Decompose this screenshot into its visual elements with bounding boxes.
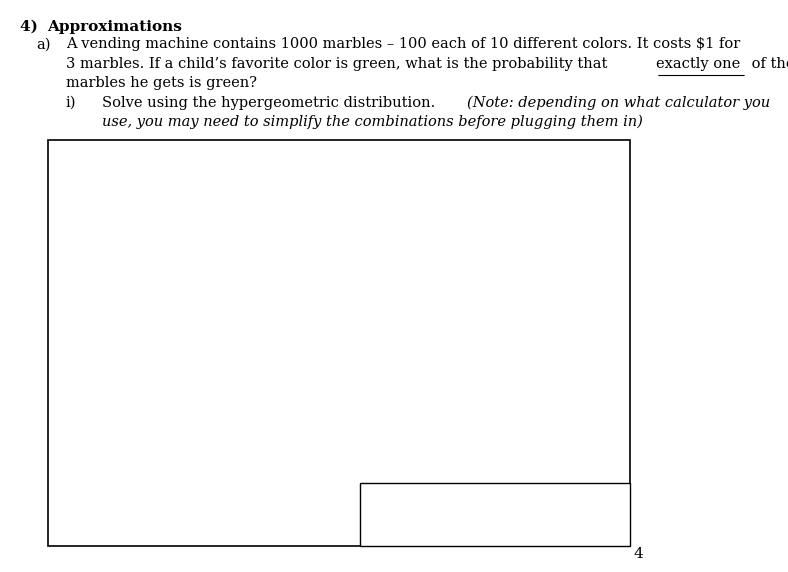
Bar (47, 140, 630, 546)
Text: (Note: depending on what calculator you: (Note: depending on what calculator you (467, 96, 771, 110)
Text: marbles he gets is green?: marbles he gets is green? (66, 76, 257, 90)
Text: A vending machine contains 1000 marbles – 100 each of 10 different colors. It co: A vending machine contains 1000 marbles … (66, 37, 740, 51)
Bar (359, 483, 630, 546)
Text: Solve using the hypergeometric distribution.: Solve using the hypergeometric distribut… (102, 96, 440, 109)
Text: i): i) (66, 96, 76, 109)
Text: use, you may need to simplify the combinations before plugging them in): use, you may need to simplify the combin… (102, 114, 643, 129)
Text: a): a) (36, 37, 50, 51)
Text: 4): 4) (20, 20, 48, 34)
Text: Approximations: Approximations (47, 20, 182, 34)
Text: 3 marbles. If a child’s favorite color is green, what is the probability that: 3 marbles. If a child’s favorite color i… (66, 57, 612, 71)
Text: of the: of the (747, 57, 788, 71)
Text: exactly one: exactly one (656, 57, 740, 71)
Text: 4: 4 (634, 547, 643, 561)
